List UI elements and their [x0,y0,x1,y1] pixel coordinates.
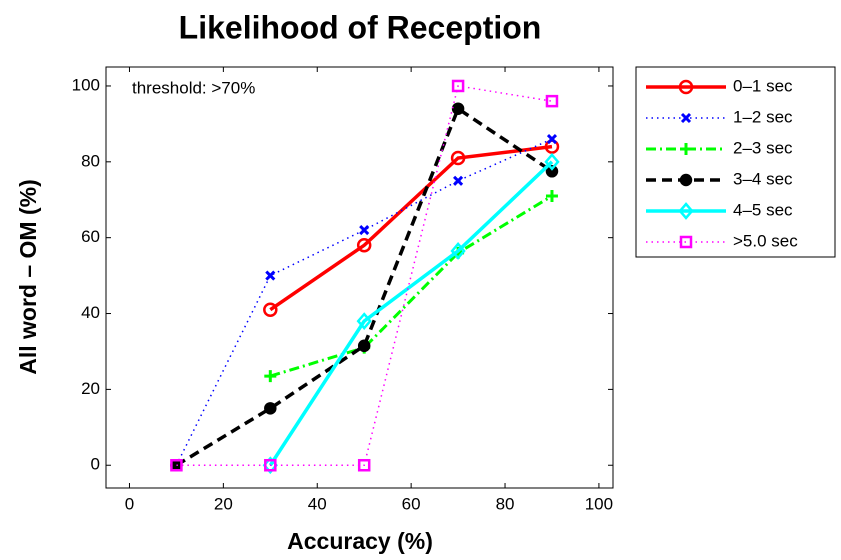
x-axis-label: Accuracy (%) [287,528,433,554]
marker [451,79,465,93]
series-line [269,144,553,312]
annotation: threshold: >70% [132,78,255,97]
series-line [268,160,554,467]
marker [546,134,558,145]
marker [545,165,559,178]
marker [357,339,371,353]
x-tick-label: 0 [125,494,134,513]
marker [679,235,693,249]
marker [265,270,276,281]
marker [678,202,694,220]
y-tick-label: 0 [91,455,100,474]
legend-label: 3–4 sec [733,169,793,188]
plot-frame [105,66,614,489]
legend-label: 0–1 sec [733,76,793,95]
marker [359,225,370,236]
series-line [175,106,553,467]
series-line [175,138,553,466]
x-tick-label: 100 [585,494,613,513]
y-axis-label: All word – OM (%) [15,179,41,375]
x-tick-label: 60 [402,494,421,513]
marker [263,302,278,317]
marker [679,173,693,187]
marker [264,402,277,415]
marker [544,152,560,171]
marker [451,102,465,115]
y-tick-label: 80 [81,151,100,170]
marker [264,458,277,472]
y-tick-label: 20 [81,379,100,398]
y-tick-label: 40 [81,303,100,322]
chart-title: Likelihood of Reception [179,9,542,45]
marker [357,458,371,472]
marker [680,143,692,155]
series-line [176,85,553,466]
legend-label: >5.0 sec [733,231,798,250]
y-tick-label: 100 [72,75,100,94]
marker [170,458,183,472]
marker [545,94,559,108]
legend-label: 1–2 sec [733,107,793,126]
marker [356,312,372,331]
marker [356,238,372,253]
legend-label: 4–5 sec [733,200,793,219]
series-line [269,194,553,378]
marker [678,79,694,95]
marker [450,242,466,260]
y-tick-label: 60 [81,227,100,246]
x-tick-label: 80 [496,494,515,513]
marker [680,112,692,124]
marker [264,370,277,383]
marker [453,175,464,186]
marker [450,150,466,166]
x-tick-label: 20 [214,494,233,513]
marker [545,189,558,202]
legend-label: 2–3 sec [733,138,793,157]
x-tick-label: 40 [308,494,327,513]
legend-box [635,66,836,258]
